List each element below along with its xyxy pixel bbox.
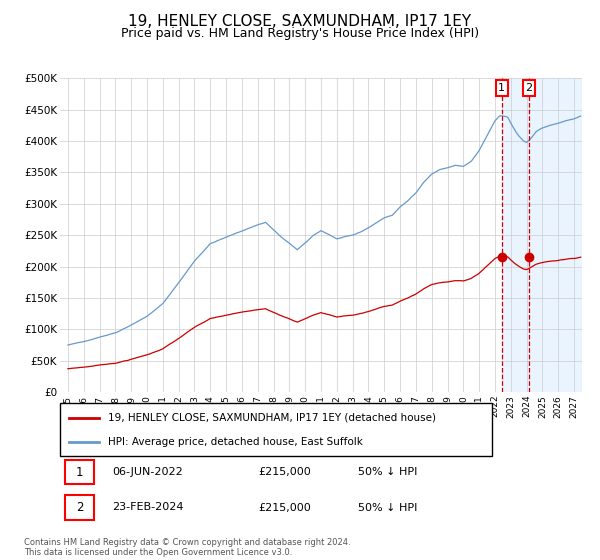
Text: Contains HM Land Registry data © Crown copyright and database right 2024.
This d: Contains HM Land Registry data © Crown c… (24, 538, 350, 557)
Text: 06-JUN-2022: 06-JUN-2022 (112, 467, 183, 477)
Text: 50% ↓ HPI: 50% ↓ HPI (358, 467, 417, 477)
Text: 2: 2 (76, 501, 83, 514)
Text: 2: 2 (526, 83, 533, 93)
Text: £215,000: £215,000 (259, 502, 311, 512)
Text: 19, HENLEY CLOSE, SAXMUNDHAM, IP17 1EY (detached house): 19, HENLEY CLOSE, SAXMUNDHAM, IP17 1EY (… (107, 413, 436, 423)
Text: 50% ↓ HPI: 50% ↓ HPI (358, 502, 417, 512)
Text: HPI: Average price, detached house, East Suffolk: HPI: Average price, detached house, East… (107, 437, 362, 447)
Text: £215,000: £215,000 (259, 467, 311, 477)
Text: 1: 1 (76, 465, 83, 479)
Text: Price paid vs. HM Land Registry's House Price Index (HPI): Price paid vs. HM Land Registry's House … (121, 27, 479, 40)
FancyBboxPatch shape (65, 460, 94, 484)
FancyBboxPatch shape (65, 495, 94, 520)
FancyBboxPatch shape (60, 403, 492, 456)
Text: 1: 1 (499, 83, 505, 93)
Text: 19, HENLEY CLOSE, SAXMUNDHAM, IP17 1EY: 19, HENLEY CLOSE, SAXMUNDHAM, IP17 1EY (128, 14, 472, 29)
Bar (502, 78, 582, 392)
Text: 23-FEB-2024: 23-FEB-2024 (112, 502, 184, 512)
Bar (529, 78, 582, 392)
